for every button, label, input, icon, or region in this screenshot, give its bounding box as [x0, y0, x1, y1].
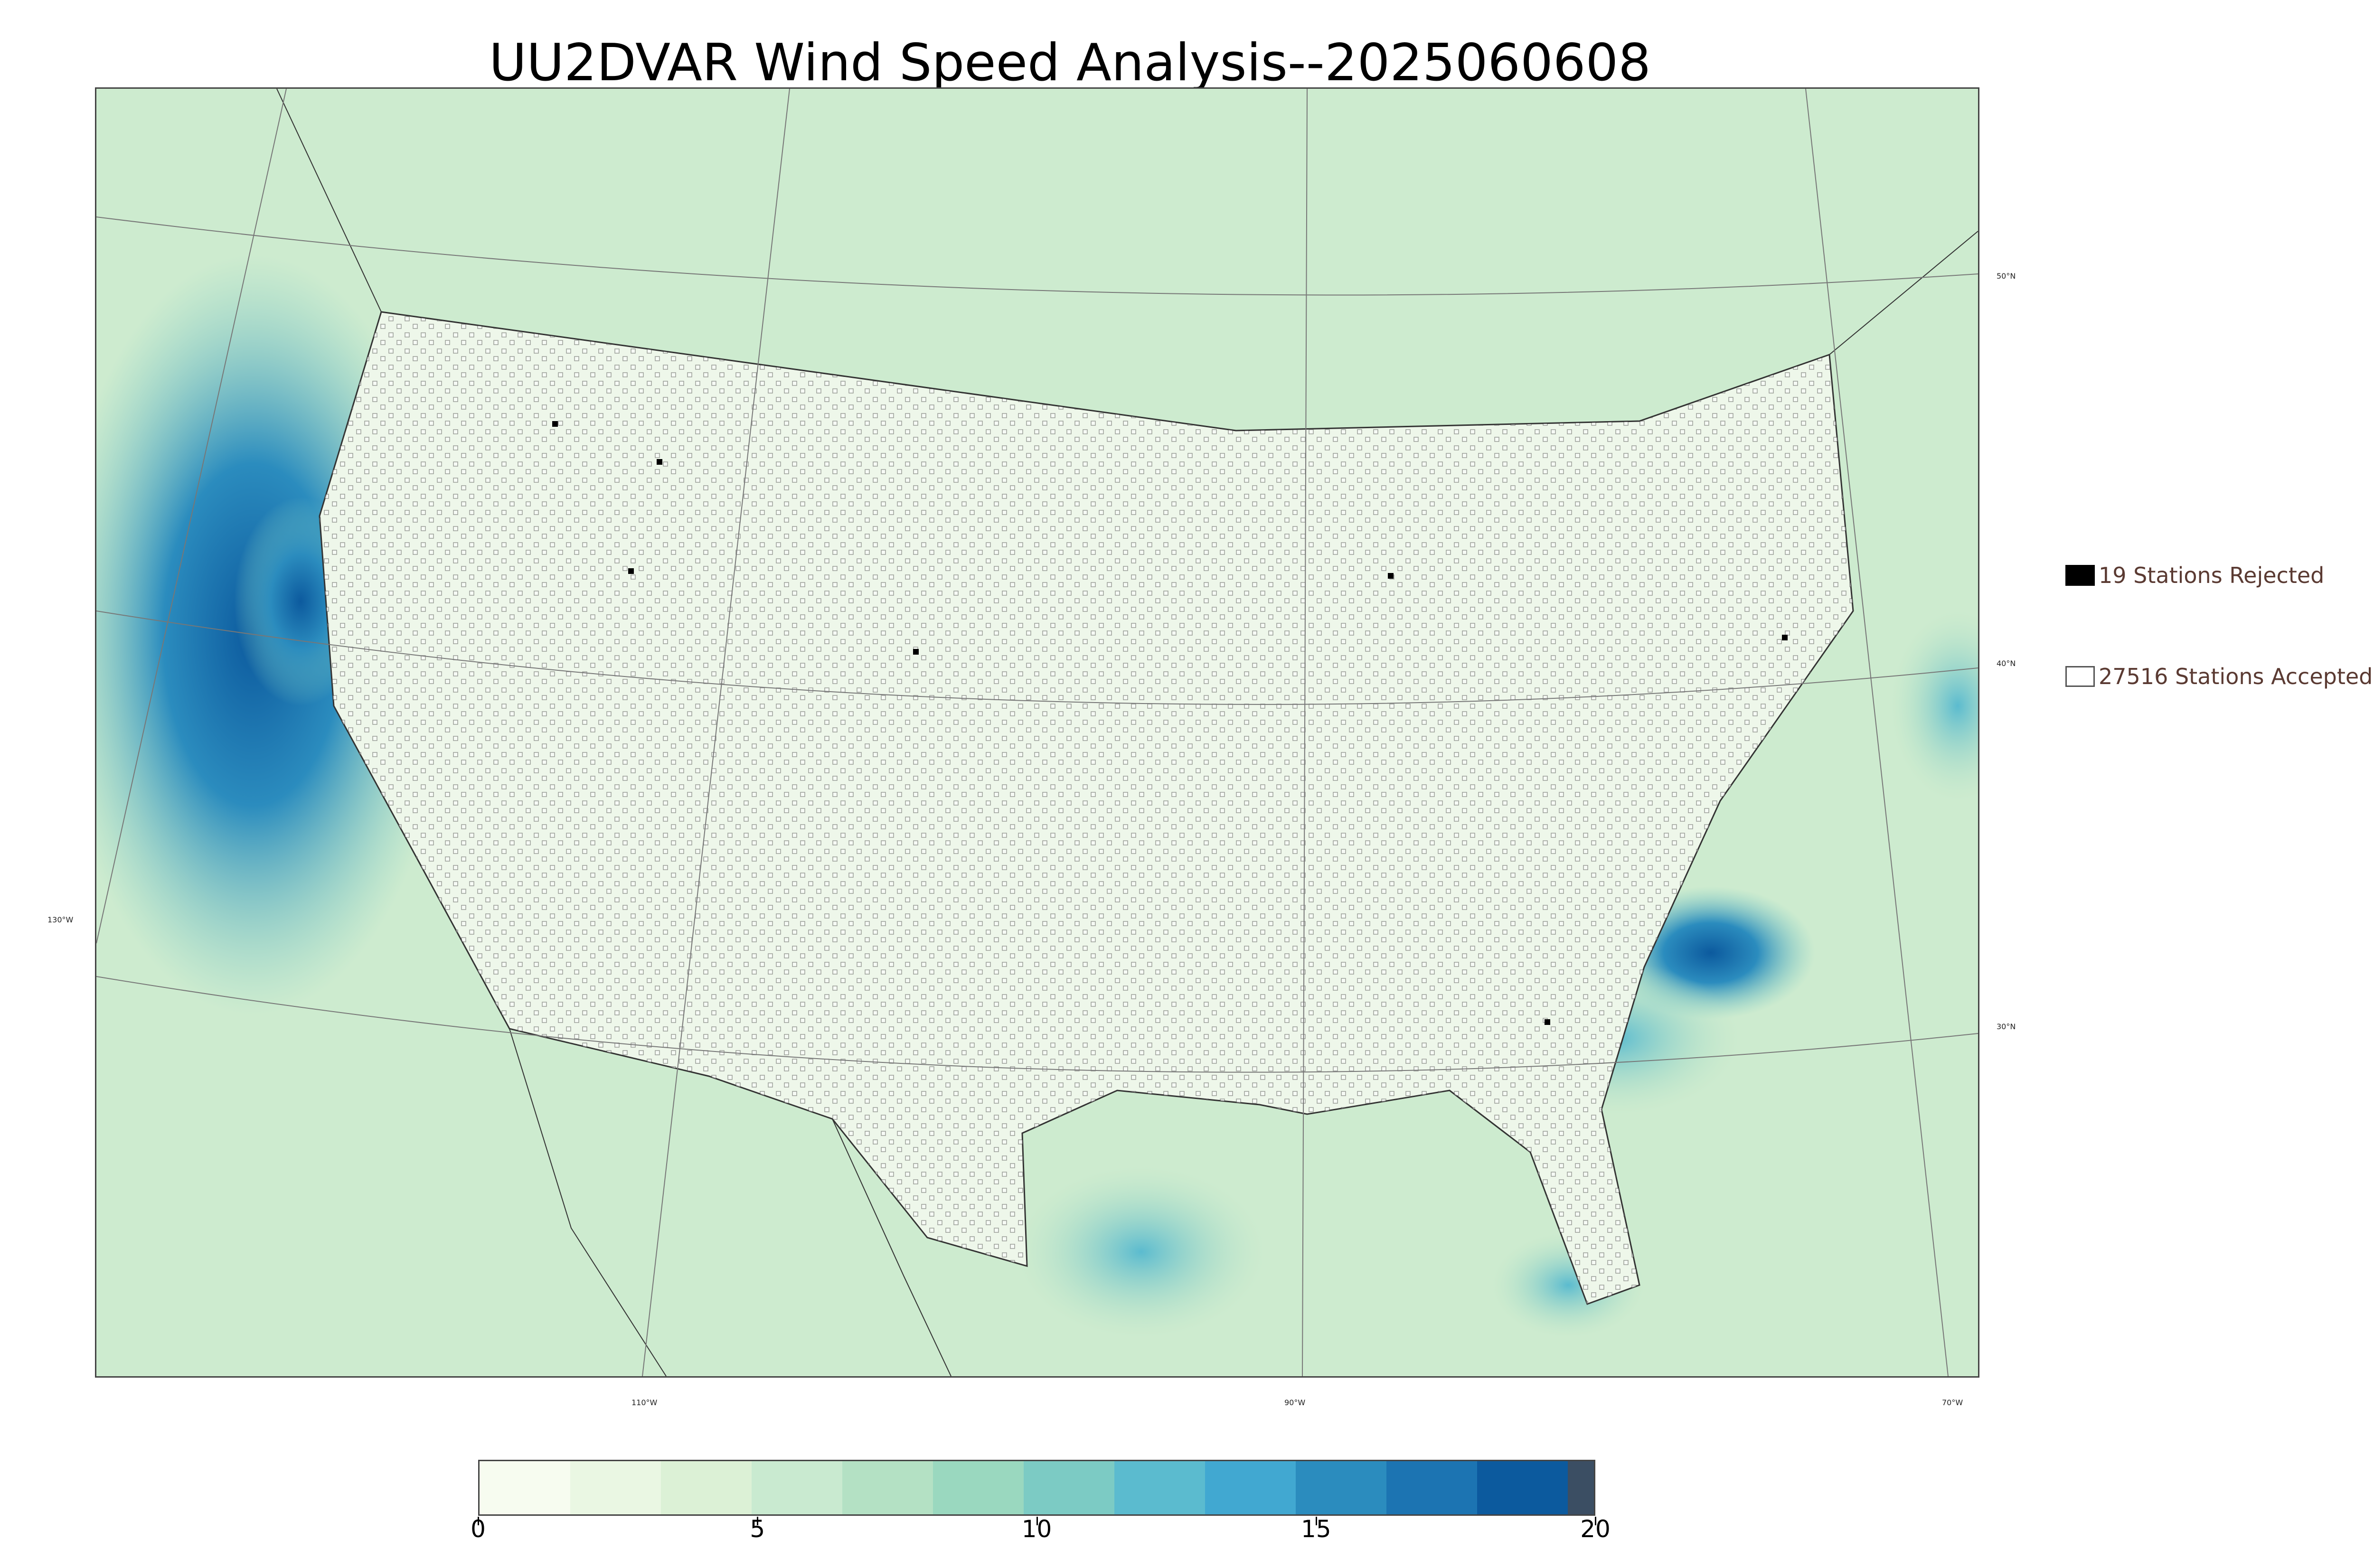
parallel-40n [96, 610, 1978, 705]
colorbar-tick [1595, 1517, 1596, 1525]
lon-label-110w: 110°W [631, 1398, 658, 1407]
colorbar-segment [661, 1461, 752, 1514]
legend-rejected-label: 19 Stations Rejected [2099, 563, 2325, 588]
colorbar-segment [842, 1461, 933, 1514]
mexico-gulf-coast [832, 1118, 951, 1376]
rejected-station [552, 421, 558, 427]
colorbar-segment [1477, 1461, 1568, 1514]
lon-label-130w: 130°W [47, 915, 74, 924]
parallel-30n [96, 976, 1978, 1073]
colorbar-tick [757, 1517, 759, 1525]
canada-border [276, 89, 1978, 432]
parallel-50n [96, 216, 1978, 296]
legend-accepted-swatch [2065, 666, 2095, 687]
colorbar-segment [1114, 1461, 1205, 1514]
rejected-station [913, 649, 919, 655]
rejected-station [1782, 635, 1788, 640]
colorbar-segment [480, 1461, 570, 1514]
wind-speed-colorbar [478, 1460, 1595, 1516]
rejected-station [1545, 1019, 1550, 1025]
legend-rejected: 19 Stations Rejected [2065, 563, 2324, 588]
accepted-stations-layer [320, 312, 1853, 1304]
meridian-90w [1302, 89, 1308, 1376]
lon-label-90w: 90°W [1284, 1398, 1306, 1407]
rejected-station [1388, 573, 1394, 579]
meridian-110w [642, 89, 790, 1376]
colorbar-tick [478, 1517, 479, 1525]
colorbar-segment [1024, 1461, 1114, 1514]
legend-accepted-label: 27516 Stations Accepted [2099, 664, 2373, 689]
colorbar-tick-label: 15 [1300, 1515, 1331, 1543]
colorbar-tick [1315, 1517, 1317, 1525]
lat-label-30n: 30°N [1997, 1022, 2016, 1031]
colorbar-segment [1568, 1461, 1594, 1514]
colorbar-tick-label: 0 [471, 1515, 486, 1543]
colorbar-tick-label: 5 [750, 1515, 765, 1543]
wind-speed-map[interactable] [95, 87, 1979, 1378]
lon-label-70w: 70°W [1942, 1398, 1963, 1407]
colorbar-segment [1296, 1461, 1386, 1514]
colorbar-tick [1036, 1517, 1038, 1525]
rejected-station [628, 568, 634, 574]
lat-label-40n: 40°N [1997, 659, 2016, 668]
colorbar-segment [1386, 1461, 1477, 1514]
east-edge-wind-area [1891, 611, 1978, 801]
gulf-wind-area [1017, 1166, 1264, 1337]
colorbar-segment [933, 1461, 1024, 1514]
meridian-130w [96, 89, 287, 944]
map-title: UU2DVAR Wind Speed Analysis--2025060608 [489, 33, 1651, 93]
colorbar-segment [752, 1461, 842, 1514]
lat-label-50n: 50°N [1997, 272, 2016, 281]
rejected-station [657, 459, 662, 465]
mexico-coast [509, 1028, 667, 1376]
meridian-70w [1805, 89, 1949, 1376]
colorbar-segment [570, 1461, 661, 1514]
colorbar-tick-label: 20 [1580, 1515, 1611, 1543]
colorbar-tick-label: 10 [1021, 1515, 1052, 1543]
legend-accepted: 27516 Stations Accepted [2065, 664, 2373, 689]
legend-rejected-swatch [2065, 565, 2095, 586]
map-canvas [96, 89, 1978, 1376]
colorbar-segment [1205, 1461, 1296, 1514]
